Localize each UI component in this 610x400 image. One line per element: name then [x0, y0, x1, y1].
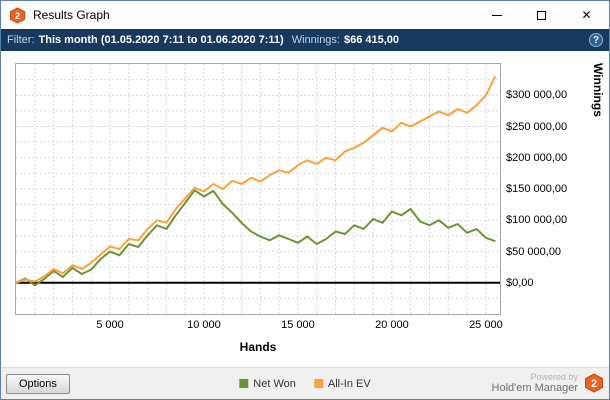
- filter-bar: Filter: This month (01.05.2020 7:11 to 0…: [1, 29, 609, 51]
- chart-legend: Net Won All-In EV: [239, 377, 371, 390]
- minimize-button[interactable]: [474, 1, 519, 29]
- brand-name: Hold'em Manager: [491, 382, 578, 395]
- y-tick-label: $300 000,00: [506, 89, 568, 102]
- x-tick-label: 15 000: [281, 319, 315, 331]
- minimize-icon: [491, 14, 502, 16]
- y-tick-label: $100 000,00: [506, 214, 568, 227]
- powered-by: Powered by Hold'em Manager 2: [492, 372, 604, 395]
- options-button[interactable]: Options: [6, 373, 70, 394]
- y-tick-label: $50 000,00: [506, 245, 562, 258]
- chart-area: Winnings Hands $0,00 $50 000,00 $100 000,0…: [1, 51, 609, 367]
- window-controls: ✕: [474, 1, 609, 29]
- y-tick-label: $250 000,00: [506, 120, 568, 133]
- y-tick-label: $200 000,00: [506, 151, 568, 164]
- window-title: Results Graph: [33, 8, 110, 22]
- grid-lines: [16, 64, 500, 314]
- x-tick-label: 10 000: [187, 319, 221, 331]
- hm2-logo-icon: 2: [585, 373, 603, 394]
- powered-by-label: Powered by: [530, 372, 578, 382]
- winnings-value: $66 415,00: [343, 34, 400, 46]
- y-tick-label: $150 000,00: [506, 183, 568, 195]
- help-icon[interactable]: ?: [589, 33, 603, 47]
- legend-swatch: [313, 379, 323, 388]
- hm2-logo-icon: 2: [9, 6, 26, 24]
- svg-text:2: 2: [591, 378, 597, 390]
- filter-value: This month (01.05.2020 7:11 to 01.06.202…: [38, 34, 284, 46]
- legend-label: Net Won: [253, 377, 296, 390]
- x-tick-label: 25 000: [469, 319, 503, 331]
- legend-swatch: [239, 379, 249, 388]
- close-button[interactable]: ✕: [564, 1, 609, 29]
- legend-label: All-In EV: [327, 377, 371, 390]
- x-tick-label: 20 000: [375, 319, 409, 331]
- filter-label: Filter:: [7, 34, 35, 46]
- series-line-all-in-ev: [16, 76, 497, 284]
- series-line-net-won: [16, 189, 496, 287]
- x-tick-label: 5 000: [96, 319, 124, 331]
- bottom-bar: Options Net Won All-In EV Powered by Hold…: [1, 367, 609, 399]
- plot-svg: [16, 64, 500, 314]
- winnings-label: Winnings:: [291, 34, 340, 46]
- x-axis-title: Hands: [239, 340, 277, 354]
- legend-item: All-In EV: [313, 377, 371, 390]
- svg-text:2: 2: [15, 10, 20, 20]
- y-axis-title: Winnings: [591, 63, 605, 117]
- maximize-button[interactable]: [519, 1, 564, 29]
- y-tick-label: $0,00: [506, 276, 534, 289]
- close-icon: ✕: [581, 8, 592, 22]
- maximize-icon: [537, 10, 546, 20]
- plot-area: [15, 63, 501, 315]
- legend-item: Net Won: [239, 378, 296, 390]
- title-bar[interactable]: 2 Results Graph ✕: [1, 1, 609, 29]
